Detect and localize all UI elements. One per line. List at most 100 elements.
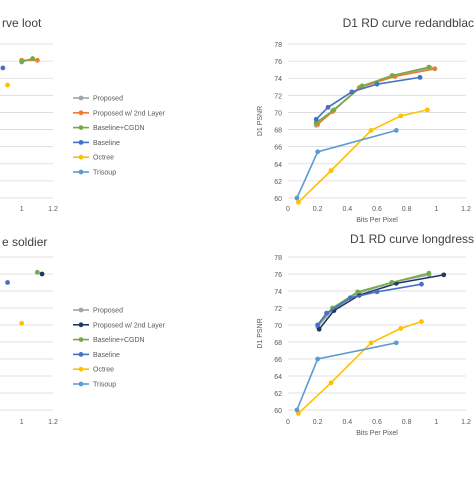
y-tick-label: 74 [274, 76, 282, 83]
data-point [316, 326, 322, 332]
chart-title: D1 RD curve redandblac [343, 16, 474, 30]
legend-label: Trisoup [93, 382, 116, 389]
data-point [294, 407, 300, 413]
y-tick-label: 64 [274, 374, 282, 381]
data-point [295, 199, 301, 205]
data-point [34, 269, 40, 275]
x-tick-label: 0.2 [313, 206, 323, 213]
series-line [317, 274, 430, 328]
data-point [368, 128, 374, 133]
data-point [419, 281, 424, 287]
data-point [324, 310, 329, 316]
data-point [417, 74, 423, 80]
y-tick-label: 60 [274, 196, 282, 203]
x-tick-label: 0.6 [372, 419, 382, 426]
y-tick-label: 70 [274, 323, 282, 330]
legend-swatch-marker [78, 352, 84, 357]
data-point [19, 320, 25, 326]
x-tick-label: 0 [286, 419, 290, 426]
legend-label: Trisoup [93, 170, 116, 177]
y-tick-label: 70 [274, 110, 282, 117]
legend-label: Baseline [93, 140, 120, 147]
legend-label: Proposed [93, 308, 123, 315]
x-tick-label: 0.8 [402, 419, 412, 426]
data-point [313, 120, 319, 126]
data-point [432, 66, 438, 72]
data-point [419, 319, 424, 324]
x-tick-label: 0.4 [342, 206, 352, 213]
data-point [315, 356, 321, 362]
data-point [389, 280, 395, 285]
legend-swatch-marker [78, 154, 84, 160]
y-tick-label: 62 [274, 179, 282, 186]
x-tick-label: 1.2 [48, 419, 58, 426]
data-point [359, 83, 365, 89]
legend-label: Baseline+CGDN [93, 337, 145, 344]
data-point [355, 289, 361, 295]
y-tick-label: 62 [274, 391, 282, 398]
legend-label: Octree [93, 155, 114, 162]
y-tick-label: 64 [274, 162, 282, 169]
y-tick-label: 74 [274, 289, 282, 296]
x-tick-label: 0.8 [402, 206, 412, 213]
data-point [5, 280, 10, 285]
chart-title: D1 RD curve longdress [350, 232, 474, 246]
x-tick-label: 1 [20, 419, 24, 426]
legend-swatch-marker [78, 140, 84, 145]
data-point [19, 59, 25, 65]
legend-swatch-marker [78, 125, 84, 130]
legend-label: Proposed [93, 96, 123, 103]
y-tick-label: 66 [274, 357, 282, 364]
data-point [393, 340, 399, 346]
data-point [294, 195, 300, 201]
series-line [296, 129, 397, 199]
data-point [34, 57, 40, 63]
legend-swatch-marker [78, 110, 84, 116]
legend-label: Proposed w/ 2nd Layer [93, 322, 166, 329]
data-point [5, 82, 10, 88]
y-tick-label: 76 [274, 272, 282, 279]
y-tick-label: 78 [274, 42, 282, 49]
data-point [0, 65, 6, 71]
data-point [313, 116, 319, 122]
data-point [325, 104, 331, 110]
y-tick-label: 78 [274, 255, 282, 262]
legend-label: Baseline+CGDN [93, 125, 145, 132]
data-point [347, 295, 353, 301]
series-line [315, 67, 431, 126]
legend-label: Proposed w/ 2nd Layer [93, 110, 166, 117]
x-tick-label: 0.4 [342, 419, 352, 426]
x-tick-label: 0.2 [313, 419, 323, 426]
x-tick-label: 0 [286, 206, 290, 213]
legend-swatch-marker [78, 322, 84, 328]
x-tick-label: 0.6 [372, 206, 382, 213]
x-tick-label: 1 [20, 206, 24, 213]
legend-label: Baseline [93, 352, 120, 359]
data-point [328, 380, 334, 386]
x-tick-label: 1.2 [461, 206, 471, 213]
legend-swatch-marker [78, 337, 84, 342]
data-point [426, 64, 432, 70]
y-tick-label: 76 [274, 59, 282, 66]
data-point [374, 81, 380, 87]
chart-title-partial: e soldier [2, 235, 47, 249]
data-point [349, 89, 355, 95]
data-point [393, 128, 399, 133]
data-point [328, 168, 334, 174]
x-axis-label: Bits Per Pixel [356, 217, 398, 224]
y-tick-label: 66 [274, 145, 282, 152]
legend-swatch-marker [78, 95, 84, 101]
legend-swatch-marker [78, 381, 84, 387]
x-axis-label: Bits Per Pixel [356, 430, 398, 437]
data-point [426, 270, 432, 276]
y-tick-label: 68 [274, 340, 282, 347]
y-tick-label: 68 [274, 128, 282, 135]
y-tick-label: 72 [274, 93, 282, 100]
y-tick-label: 60 [274, 408, 282, 415]
y-axis-label: D1 PSNR [257, 106, 264, 136]
legend-label: Octree [93, 367, 114, 374]
series-line [315, 66, 430, 124]
data-point [368, 340, 374, 346]
data-point [389, 73, 395, 79]
